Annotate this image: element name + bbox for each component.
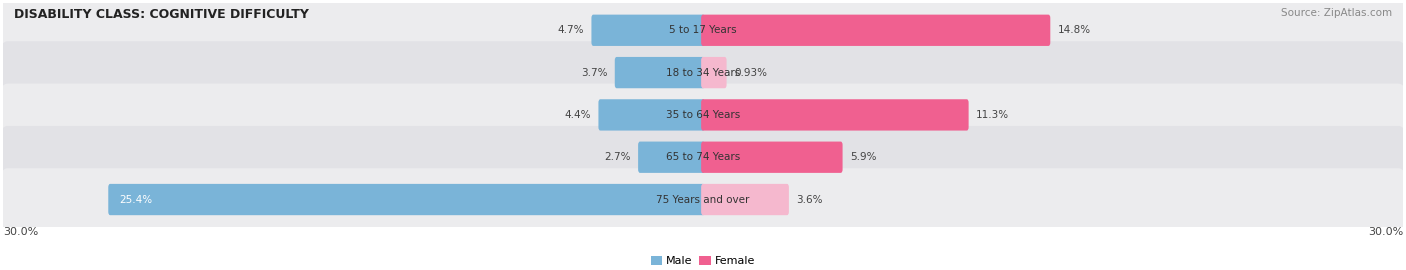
FancyBboxPatch shape xyxy=(0,41,1406,104)
FancyBboxPatch shape xyxy=(0,84,1406,146)
Text: 18 to 34 Years: 18 to 34 Years xyxy=(666,68,740,77)
Text: 5 to 17 Years: 5 to 17 Years xyxy=(669,25,737,35)
Text: 3.6%: 3.6% xyxy=(796,195,823,205)
Text: 4.7%: 4.7% xyxy=(557,25,583,35)
Text: 65 to 74 Years: 65 to 74 Years xyxy=(666,152,740,162)
Text: 2.7%: 2.7% xyxy=(605,152,631,162)
Text: 3.7%: 3.7% xyxy=(581,68,607,77)
Text: 11.3%: 11.3% xyxy=(976,110,1010,120)
FancyBboxPatch shape xyxy=(702,57,727,88)
Text: 0.93%: 0.93% xyxy=(734,68,768,77)
Text: Source: ZipAtlas.com: Source: ZipAtlas.com xyxy=(1281,8,1392,18)
Text: 4.4%: 4.4% xyxy=(564,110,591,120)
FancyBboxPatch shape xyxy=(638,141,704,173)
Text: 5.9%: 5.9% xyxy=(851,152,876,162)
Text: 14.8%: 14.8% xyxy=(1057,25,1091,35)
FancyBboxPatch shape xyxy=(599,99,704,131)
Text: 30.0%: 30.0% xyxy=(1368,227,1403,237)
FancyBboxPatch shape xyxy=(0,126,1406,188)
Legend: Male, Female: Male, Female xyxy=(647,252,759,270)
Text: DISABILITY CLASS: COGNITIVE DIFFICULTY: DISABILITY CLASS: COGNITIVE DIFFICULTY xyxy=(14,8,309,21)
FancyBboxPatch shape xyxy=(592,15,704,46)
FancyBboxPatch shape xyxy=(0,168,1406,231)
Text: 35 to 64 Years: 35 to 64 Years xyxy=(666,110,740,120)
FancyBboxPatch shape xyxy=(108,184,704,215)
Text: 25.4%: 25.4% xyxy=(120,195,153,205)
Text: 75 Years and over: 75 Years and over xyxy=(657,195,749,205)
Text: 30.0%: 30.0% xyxy=(3,227,38,237)
FancyBboxPatch shape xyxy=(614,57,704,88)
FancyBboxPatch shape xyxy=(702,184,789,215)
FancyBboxPatch shape xyxy=(702,15,1050,46)
FancyBboxPatch shape xyxy=(702,141,842,173)
FancyBboxPatch shape xyxy=(702,99,969,131)
FancyBboxPatch shape xyxy=(0,0,1406,62)
